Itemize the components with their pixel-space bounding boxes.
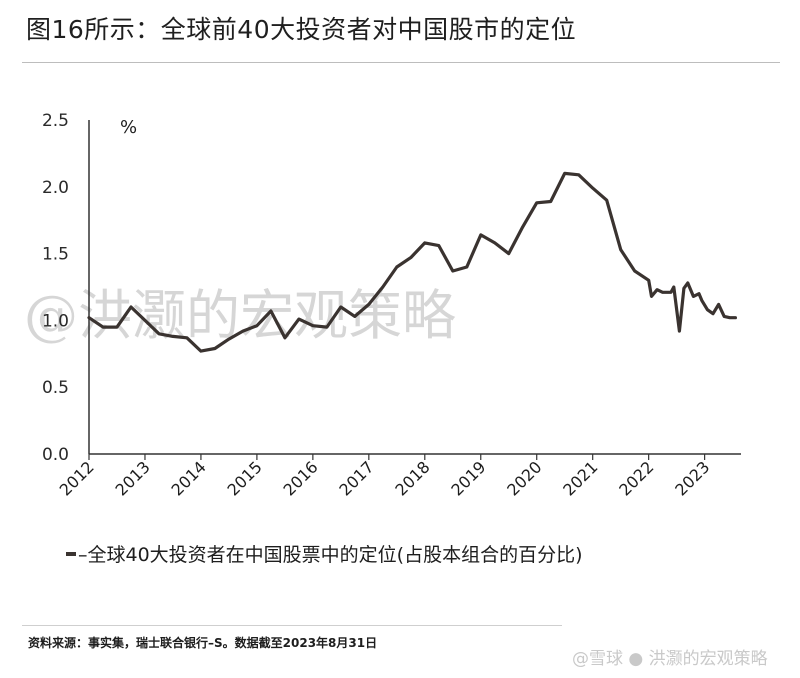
y-tick-labels: 0.0 0.5 1.0 1.5 2.0 2.5 — [42, 111, 69, 465]
legend-label: –全球40大投资者在中国股票中的定位(占股本组合的百分比) — [78, 544, 583, 566]
x-tick-label: 2022 — [615, 457, 657, 499]
x-tick-label: 2017 — [335, 457, 377, 499]
y-tick-label: 1.5 — [42, 245, 69, 265]
x-tick-label: 2018 — [391, 457, 433, 499]
y-tick-label: 0.0 — [42, 445, 69, 465]
source-note: 资料来源：事实集，瑞士联合银行–S。数据截至2023年8月31日 — [28, 636, 378, 650]
x-tick-label: 2014 — [168, 457, 210, 499]
legend: –全球40大投资者在中国股票中的定位(占股本组合的百分比) — [66, 540, 583, 567]
x-tick-label: 2020 — [503, 457, 545, 499]
x-tick-label: 2013 — [112, 457, 154, 499]
series-line — [87, 171, 737, 353]
source-divider — [22, 625, 562, 626]
x-tick-label: 2016 — [279, 457, 321, 499]
x-tick-label: 2021 — [559, 457, 601, 499]
y-tick-label: 2.5 — [42, 111, 69, 131]
y-tick-label: 2.0 — [42, 178, 69, 198]
x-tick-label: 2023 — [671, 457, 713, 499]
x-tick-labels: 2012 2013 2014 2015 2016 2017 2018 2019 2020 2021… — [56, 454, 713, 500]
y-unit-label: % — [120, 117, 137, 138]
y-tick-label: 0.5 — [42, 378, 69, 398]
corner-watermark: @雪球 ● 洪灏的宏观策略 — [572, 649, 768, 669]
watermark: @洪灏的宏观策略 — [24, 284, 456, 347]
x-tick-label: 2015 — [223, 457, 265, 499]
chart-title: 图16所示：全球前40大投资者对中国股市的定位 — [26, 15, 577, 44]
title-divider — [22, 62, 780, 63]
x-tick-label: 2019 — [447, 457, 489, 499]
y-tick-label: 1.0 — [42, 311, 69, 331]
legend-swatch — [66, 551, 76, 556]
